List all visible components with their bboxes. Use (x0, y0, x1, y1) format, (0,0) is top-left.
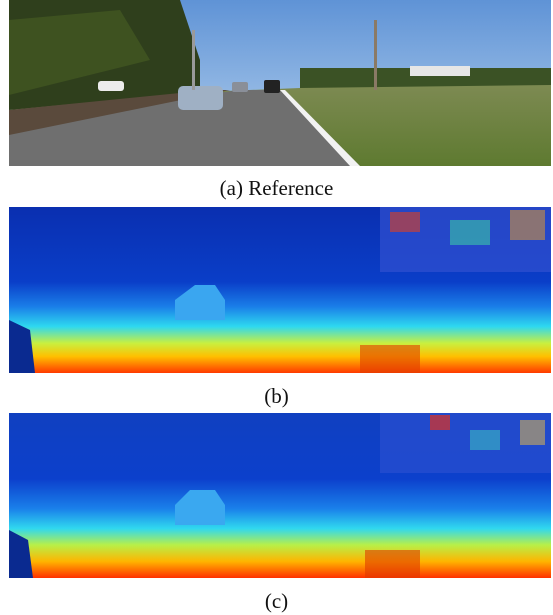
caption: (a) Reference (0, 176, 553, 200)
depth-map-c (9, 413, 551, 578)
caption: (c) (0, 589, 553, 613)
depth-map-b (9, 207, 551, 373)
figure (0, 0, 553, 615)
reference-image (9, 0, 551, 166)
page: (a) Reference (b) (c) (() => { const dat… (0, 0, 553, 615)
caption: (b) (0, 384, 553, 408)
